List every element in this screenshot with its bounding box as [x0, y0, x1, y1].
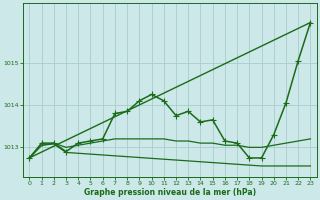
- X-axis label: Graphe pression niveau de la mer (hPa): Graphe pression niveau de la mer (hPa): [84, 188, 256, 197]
